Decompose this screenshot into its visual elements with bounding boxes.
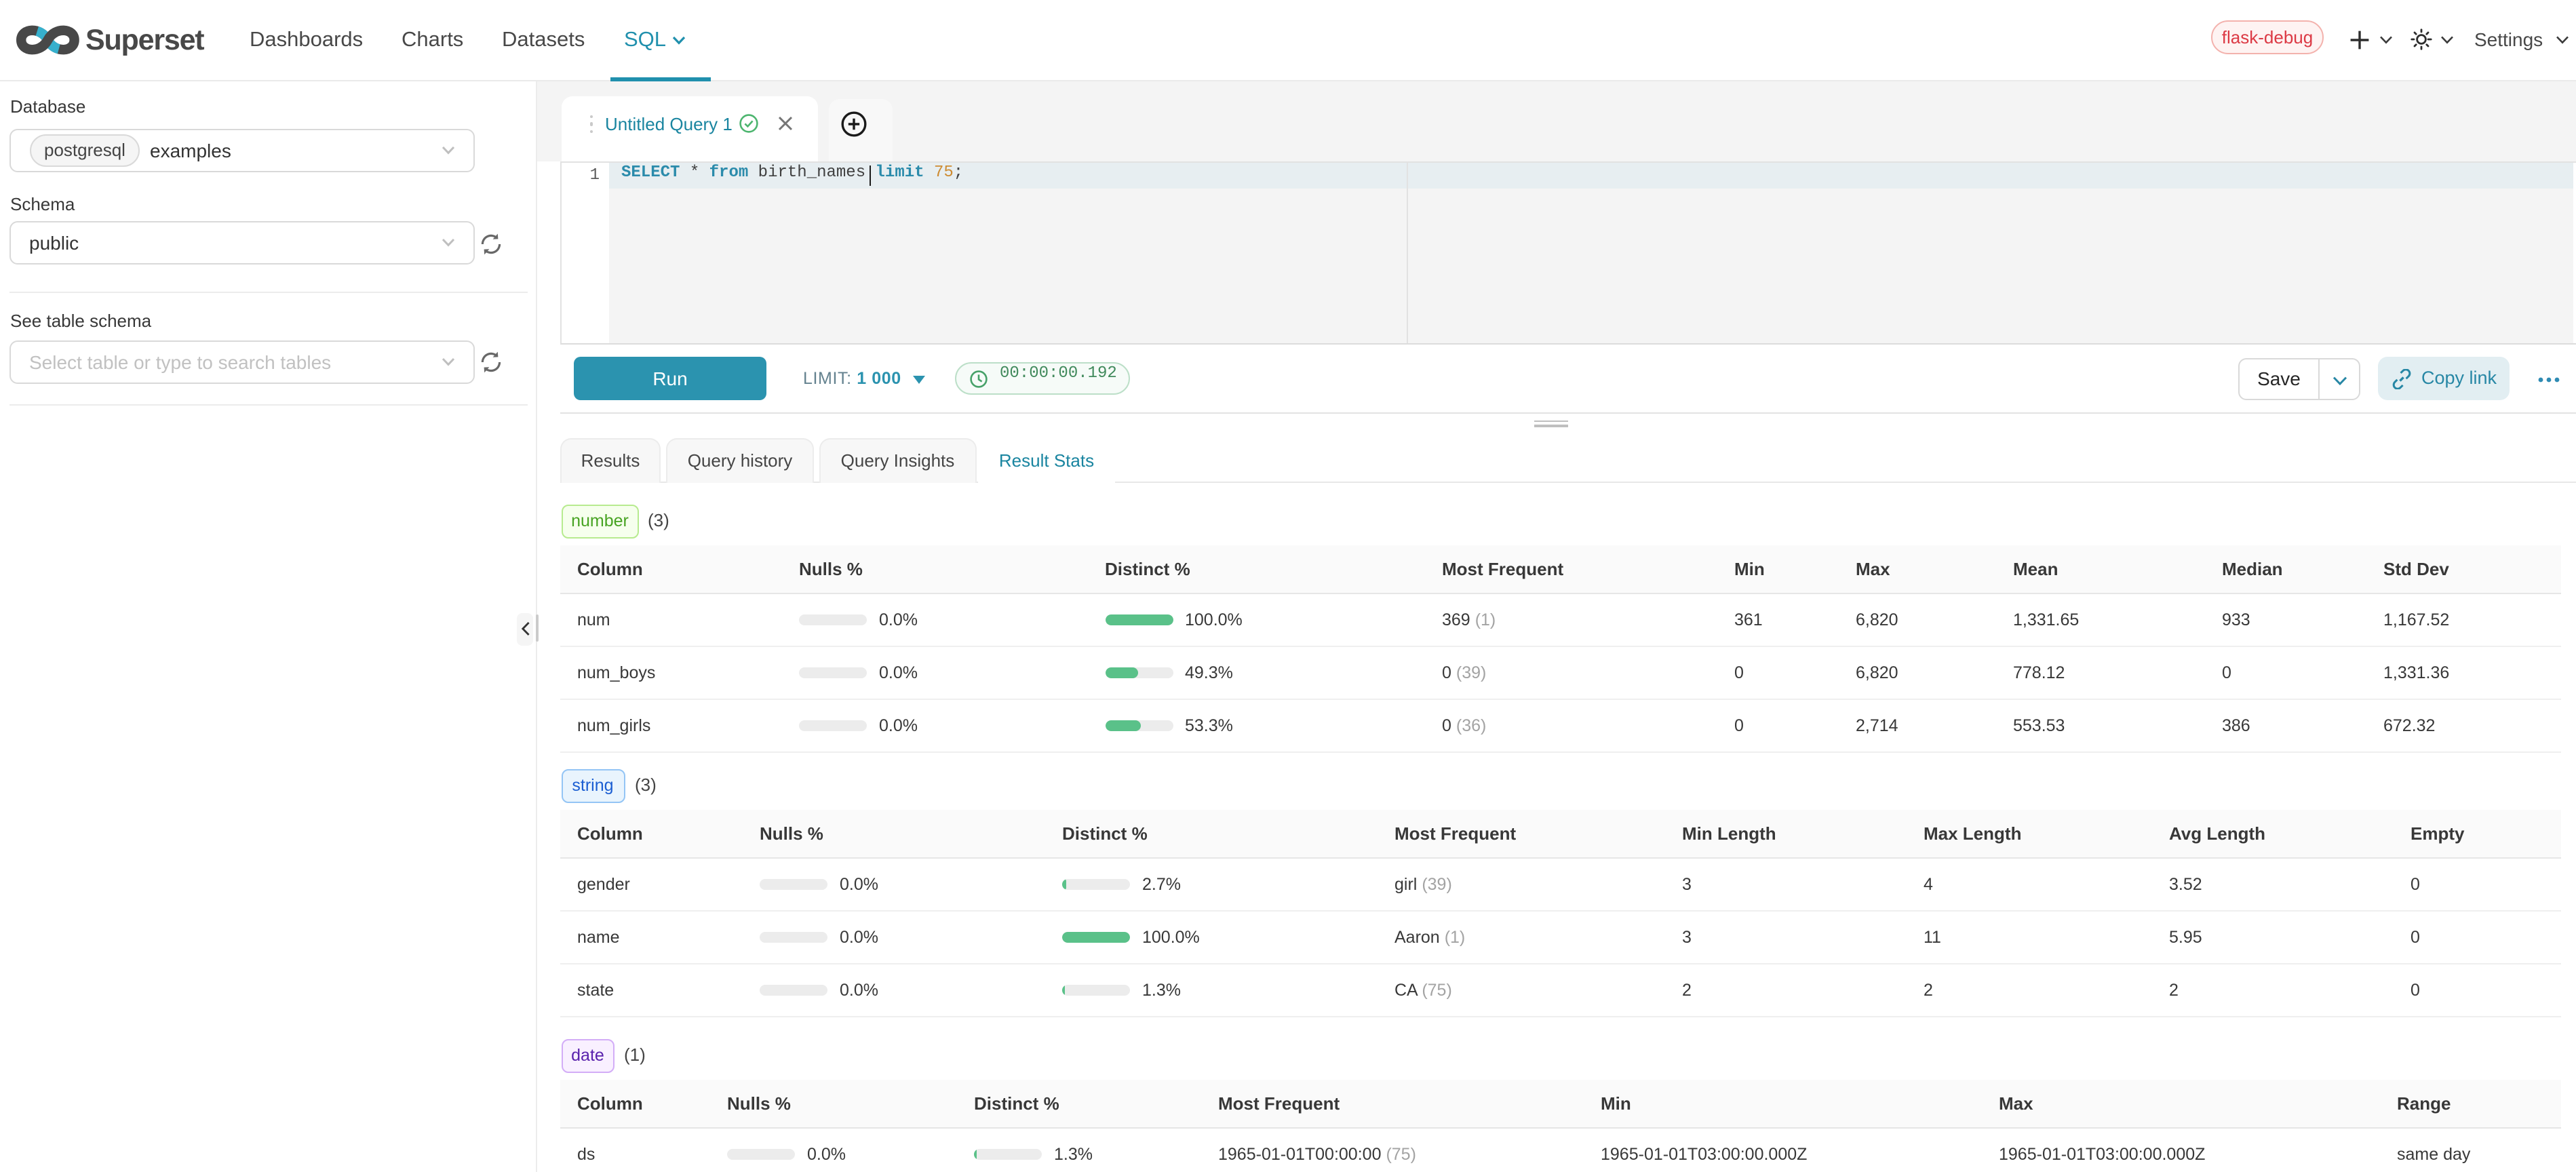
- svg-text:Superset: Superset: [85, 24, 204, 56]
